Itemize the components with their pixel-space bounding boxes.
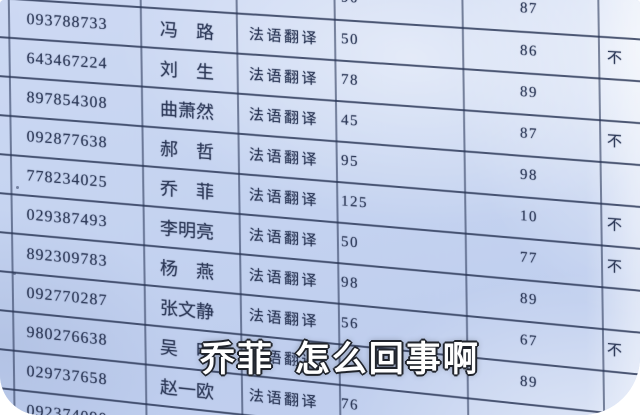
cell-name: 郝 哲 [160, 138, 214, 163]
cell-name: 刘 生 [160, 58, 214, 83]
cell-name: 冯 路 [160, 18, 214, 43]
photo-speck [16, 186, 19, 189]
photo-speck [13, 272, 16, 275]
cell-subject: 法语翻译 [248, 388, 319, 412]
cell-remark [597, 371, 640, 415]
cell-score2: 86 [520, 42, 538, 60]
cell-subject: 法语翻译 [248, 27, 319, 48]
cell-score1: 50 [341, 31, 359, 49]
cell-subject: 法语翻译 [248, 107, 319, 129]
cell-name: 曲萧然 [160, 98, 214, 123]
cell-score2: 89 [520, 83, 538, 102]
cell-subject: 法语翻译 [248, 147, 319, 170]
cell-subject: 法语翻译 [248, 67, 319, 89]
video-subtitle: 乔菲 怎么回事啊 [200, 340, 480, 379]
cell-subject: 法语翻译 [248, 187, 319, 210]
